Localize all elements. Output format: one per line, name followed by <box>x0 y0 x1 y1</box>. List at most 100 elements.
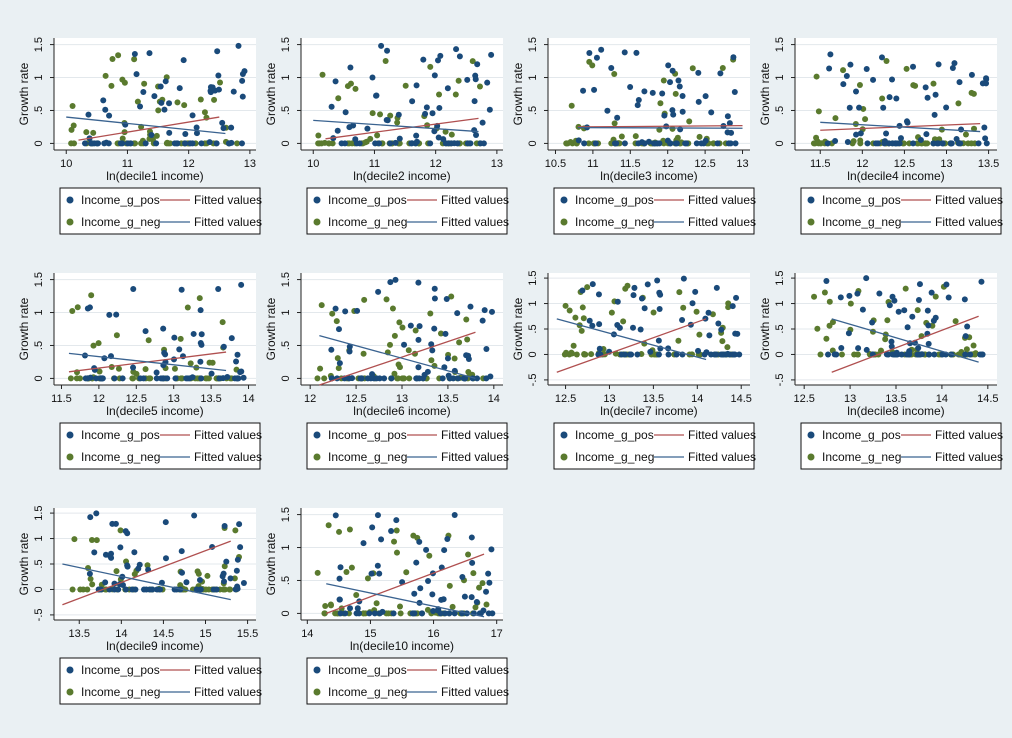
point-neg <box>814 325 821 332</box>
point-pos <box>881 138 888 145</box>
point-neg <box>719 65 726 72</box>
x-axis-title: ln(decile4 income) <box>847 169 944 183</box>
point-neg <box>119 135 126 142</box>
y-tick-label: 1.5 <box>33 37 45 52</box>
point-pos <box>221 523 228 530</box>
point-neg <box>335 365 342 372</box>
point-neg <box>84 586 91 593</box>
point-pos <box>384 47 391 54</box>
x-axis-title: ln(decile8 income) <box>847 404 944 418</box>
point-pos <box>724 350 731 357</box>
point-pos <box>180 57 187 64</box>
point-pos <box>975 140 982 147</box>
y-tick-label: 0 <box>280 140 292 146</box>
point-neg <box>437 330 444 337</box>
point-pos <box>206 139 213 146</box>
point-pos <box>172 375 179 382</box>
legend-marker-pos <box>807 196 815 204</box>
point-pos <box>979 351 986 358</box>
point-pos <box>440 596 447 603</box>
point-pos <box>153 369 160 376</box>
legend-box <box>800 422 1002 470</box>
point-pos <box>239 71 246 78</box>
point-pos <box>354 605 361 612</box>
point-pos <box>471 98 478 105</box>
point-pos <box>409 98 416 105</box>
point-pos <box>369 74 376 81</box>
point-pos <box>429 110 436 117</box>
legend-label-neg: Income_g_neg <box>328 450 407 464</box>
point-pos <box>708 109 715 116</box>
point-pos <box>111 586 118 593</box>
point-pos <box>239 77 246 84</box>
point-neg <box>68 126 75 133</box>
legend-label-fit: Fitted values <box>194 215 262 229</box>
point-neg <box>955 100 962 107</box>
point-pos <box>234 583 241 590</box>
point-pos <box>462 375 469 382</box>
point-neg <box>884 317 891 324</box>
legend: Income_g_pos Fitted values Income_g_neg Fit… <box>59 657 262 705</box>
point-pos <box>925 340 932 347</box>
point-pos <box>483 588 490 595</box>
legend-label-pos: Income_g_pos <box>328 428 407 442</box>
point-neg <box>321 375 328 382</box>
point-pos <box>82 140 89 147</box>
point-pos <box>641 305 648 312</box>
point-pos <box>863 275 870 282</box>
x-tick-label: 14.5 <box>731 393 752 405</box>
point-pos <box>888 343 895 350</box>
point-pos <box>718 326 725 333</box>
x-tick-label: 12 <box>93 393 105 405</box>
point-neg <box>318 302 325 309</box>
point-neg <box>696 331 703 338</box>
point-pos <box>237 544 244 551</box>
x-tick-label: 12 <box>662 158 674 170</box>
legend-box <box>306 657 508 705</box>
x-tick-label: 14 <box>488 393 500 405</box>
point-pos <box>837 294 844 301</box>
point-pos <box>679 93 686 100</box>
point-neg <box>465 551 472 558</box>
legend: Income_g_pos Fitted values Income_g_neg Fit… <box>59 422 262 470</box>
point-pos <box>430 608 437 615</box>
point-pos <box>641 88 648 95</box>
point-neg <box>448 293 455 300</box>
point-pos <box>932 91 939 98</box>
point-pos <box>673 351 680 358</box>
legend-marker-pos <box>66 196 74 204</box>
point-pos <box>387 140 394 147</box>
point-neg <box>650 309 657 316</box>
x-tick-label: 12 <box>856 158 868 170</box>
point-neg <box>89 581 96 588</box>
x-tick-label: 13 <box>244 158 256 170</box>
legend-box <box>306 187 508 235</box>
point-pos <box>158 375 165 382</box>
point-pos <box>669 107 676 114</box>
point-pos <box>142 140 149 147</box>
point-pos <box>906 348 913 355</box>
point-pos <box>335 326 342 333</box>
point-neg <box>903 65 910 72</box>
point-pos <box>725 140 732 147</box>
point-pos <box>844 139 851 146</box>
point-pos <box>234 375 241 382</box>
y-axis-title: Growth rate <box>17 532 31 595</box>
point-neg <box>211 96 218 103</box>
point-neg <box>142 366 149 373</box>
point-pos <box>193 124 200 131</box>
point-neg <box>67 375 74 382</box>
x-axis-title: ln(decile5 income) <box>106 404 203 418</box>
point-pos <box>488 308 495 315</box>
y-tick-label: 0 <box>280 375 292 381</box>
point-neg <box>456 339 463 346</box>
point-pos <box>483 346 490 353</box>
point-neg <box>68 140 75 147</box>
fitted-line-neg <box>313 119 479 133</box>
point-pos <box>198 375 205 382</box>
y-tick-label: .5 <box>33 341 45 350</box>
point-neg <box>832 115 839 122</box>
point-pos <box>364 375 371 382</box>
point-pos <box>479 317 486 324</box>
point-pos <box>689 300 696 307</box>
